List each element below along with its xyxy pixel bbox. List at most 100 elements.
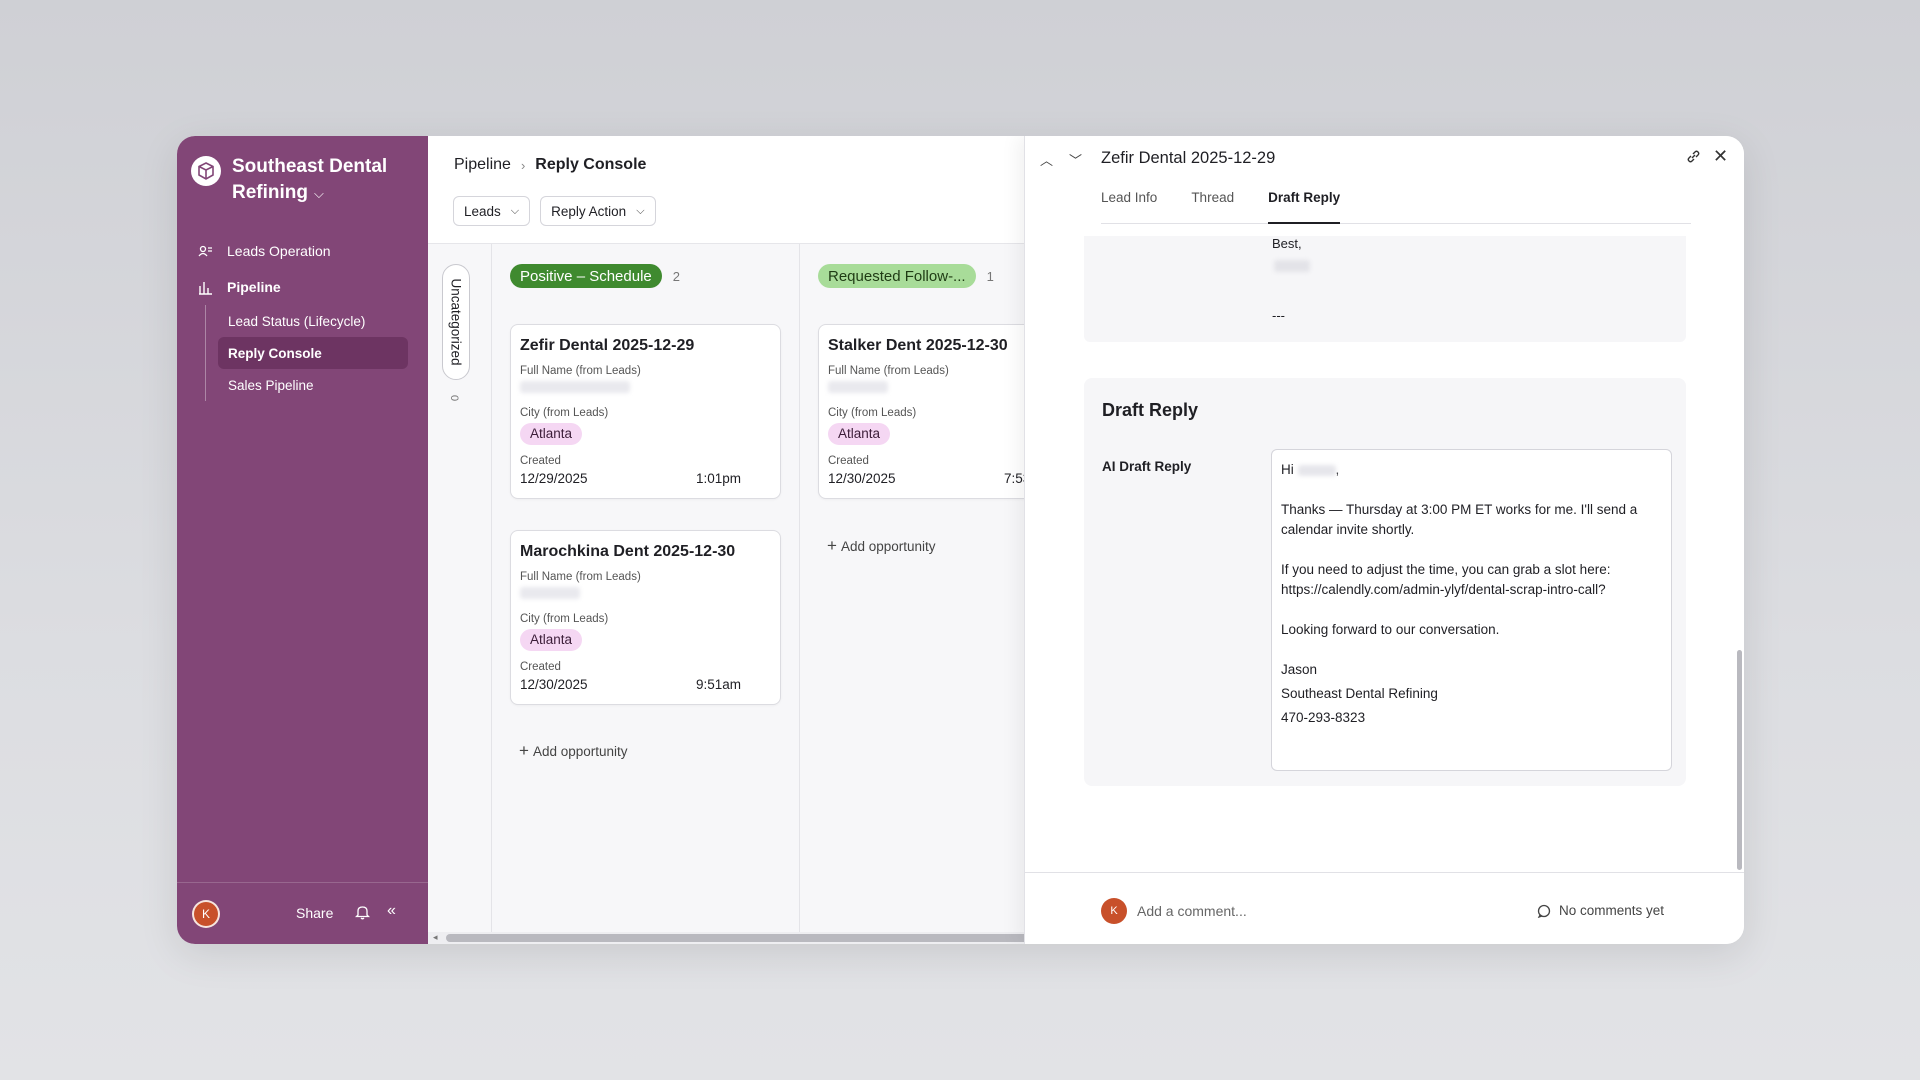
sidebar-item-label: Leads Operation [227, 243, 331, 259]
uncategorized-column: Uncategorized 0 [428, 244, 492, 937]
close-icon[interactable]: ✕ [1713, 146, 1729, 166]
tab-thread[interactable]: Thread [1191, 190, 1235, 205]
field-label: AI Draft Reply [1102, 459, 1192, 474]
sidebar-item-label: Pipeline [227, 279, 281, 295]
add-opportunity-button[interactable]: + Add opportunity [827, 536, 936, 556]
comments-status[interactable]: No comments yet [1537, 903, 1664, 918]
stage-pill: Requested Follow-... [818, 264, 976, 288]
full-name-value [828, 381, 888, 393]
link-icon[interactable] [1686, 149, 1701, 169]
sidebar-item-reply-console[interactable]: Reply Console [218, 337, 408, 369]
add-opportunity-label: Add opportunity [532, 743, 628, 759]
created-date: 12/30/2025 [520, 677, 588, 692]
breadcrumb-pipeline[interactable]: Pipeline [454, 156, 511, 173]
created-label: Created [520, 661, 561, 673]
redacted-name [1274, 260, 1310, 272]
chevron-down-icon: ⌵ [510, 204, 520, 217]
sidebar-item-pipeline[interactable]: Pipeline [177, 269, 428, 305]
draft-line: Thanks — Thursday at 3:00 PM ET works fo… [1281, 502, 1638, 537]
add-opportunity-label: Add opportunity [840, 538, 936, 554]
avatar: K [1101, 898, 1127, 924]
draft-reply-section: Draft Reply AI Draft Reply Hi , Thanks —… [1084, 378, 1686, 786]
comment-input[interactable]: Add a comment... [1137, 903, 1247, 919]
record-title: Zefir Dental 2025-12-29 [1101, 149, 1276, 167]
city-tag: Atlanta [828, 423, 891, 445]
stage-count: 1 [986, 268, 994, 284]
app-window: Southeast Dental Refining ⌵ Leads Operati… [177, 136, 1744, 944]
horizontal-scrollbar[interactable]: ◂ [428, 932, 1206, 944]
signature-phone: 470-293-8323 [1281, 710, 1366, 725]
city-label: City (from Leads) [520, 407, 609, 419]
created-label: Created [828, 455, 869, 467]
divider-text: --- [1272, 308, 1285, 323]
avatar[interactable]: K [192, 900, 220, 928]
reply-action-filter-label: Reply Action [551, 203, 627, 219]
bell-icon[interactable] [354, 904, 371, 925]
city-tag: Atlanta [520, 629, 583, 651]
city-label: City (from Leads) [828, 407, 917, 419]
sidebar-item-sales-pipeline[interactable]: Sales Pipeline [228, 377, 314, 393]
pipeline-icon [197, 279, 213, 295]
ai-draft-reply-field[interactable]: Hi , Thanks — Thursday at 3:00 PM ET wor… [1271, 449, 1672, 771]
record-tabs: Lead Info Thread Draft Reply [1101, 188, 1691, 224]
breadcrumb: Pipeline › Reply Console [454, 156, 646, 174]
stage-column-positive-schedule: Positive – Schedule 2 Zefir Dental 2025-… [493, 244, 800, 937]
scrollbar-thumb[interactable] [446, 934, 1206, 942]
greeting-suffix: , [1335, 462, 1340, 477]
sidebar-item-lead-status[interactable]: Lead Status (Lifecycle) [228, 313, 366, 329]
tab-draft-reply[interactable]: Draft Reply [1268, 188, 1341, 224]
thread-section-tail: Best, --- [1084, 236, 1686, 342]
sidebar-footer: K Share « [177, 882, 428, 944]
uncategorized-toggle[interactable]: Uncategorized [442, 264, 470, 380]
breadcrumb-current: Reply Console [535, 156, 647, 173]
card-title: Zefir Dental 2025-12-29 [520, 337, 695, 354]
stage-pill: Positive – Schedule [510, 264, 662, 288]
sidebar: Southeast Dental Refining ⌵ Leads Operati… [177, 136, 428, 944]
cube-icon [191, 156, 221, 186]
comment-bar: K Add a comment... No comments yet [1025, 872, 1744, 944]
record-detail-panel: ︿ ﹀ Zefir Dental 2025-12-29 ✕ Lead Info … [1024, 136, 1744, 944]
opportunity-card[interactable]: Zefir Dental 2025-12-29 Full Name (from … [510, 324, 781, 499]
leads-icon [197, 243, 213, 259]
draft-line: If you need to adjust the time, you can … [1281, 562, 1611, 597]
reply-action-filter[interactable]: Reply Action ⌵ [540, 196, 656, 226]
signature-name: Jason [1281, 662, 1318, 677]
created-date: 12/29/2025 [520, 471, 588, 486]
uncategorized-count: 0 [448, 394, 461, 402]
greeting-prefix: Hi [1281, 462, 1294, 477]
leads-filter-label: Leads [464, 203, 501, 219]
add-opportunity-button[interactable]: + Add opportunity [519, 741, 628, 761]
plus-icon: + [519, 741, 529, 760]
chevron-right-icon: › [520, 157, 526, 173]
opportunity-card[interactable]: Marochkina Dent 2025-12-30 Full Name (fr… [510, 530, 781, 705]
signature-company: Southeast Dental Refining [1281, 686, 1438, 701]
chevron-up-icon[interactable]: ︿ [1040, 153, 1054, 168]
scroll-left-icon[interactable]: ◂ [433, 932, 438, 942]
vertical-scrollbar[interactable] [1737, 650, 1742, 870]
full-name-label: Full Name (from Leads) [520, 365, 641, 377]
city-tag: Atlanta [520, 423, 583, 445]
redacted-name [1297, 464, 1336, 476]
no-comments-label: No comments yet [1559, 903, 1665, 918]
plus-icon: + [827, 536, 837, 555]
chevron-down-icon: ⌵ [314, 186, 324, 201]
leads-filter[interactable]: Leads ⌵ [453, 196, 531, 226]
full-name-value [520, 587, 580, 599]
created-label: Created [520, 455, 561, 467]
workspace-switcher[interactable]: Southeast Dental Refining ⌵ [191, 154, 402, 207]
stage-count: 2 [672, 268, 680, 284]
full-name-value [520, 381, 630, 393]
full-name-label: Full Name (from Leads) [828, 365, 949, 377]
closing-text: Best, [1272, 236, 1302, 251]
card-title: Stalker Dent 2025-12-30 [828, 337, 1008, 354]
workspace-name: Southeast Dental Refining [232, 156, 388, 203]
created-time: 1:01pm [695, 471, 741, 486]
pipeline-subnav: Lead Status (Lifecycle) Reply Console Sa… [205, 305, 428, 401]
collapse-sidebar-icon[interactable]: « [387, 902, 396, 919]
chevron-down-icon: ⌵ [636, 204, 645, 217]
share-button[interactable]: Share [296, 905, 334, 921]
chevron-down-icon[interactable]: ﹀ [1069, 153, 1083, 168]
comment-icon [1537, 904, 1551, 918]
tab-lead-info[interactable]: Lead Info [1101, 190, 1158, 205]
sidebar-item-leads-operation[interactable]: Leads Operation [177, 233, 428, 269]
